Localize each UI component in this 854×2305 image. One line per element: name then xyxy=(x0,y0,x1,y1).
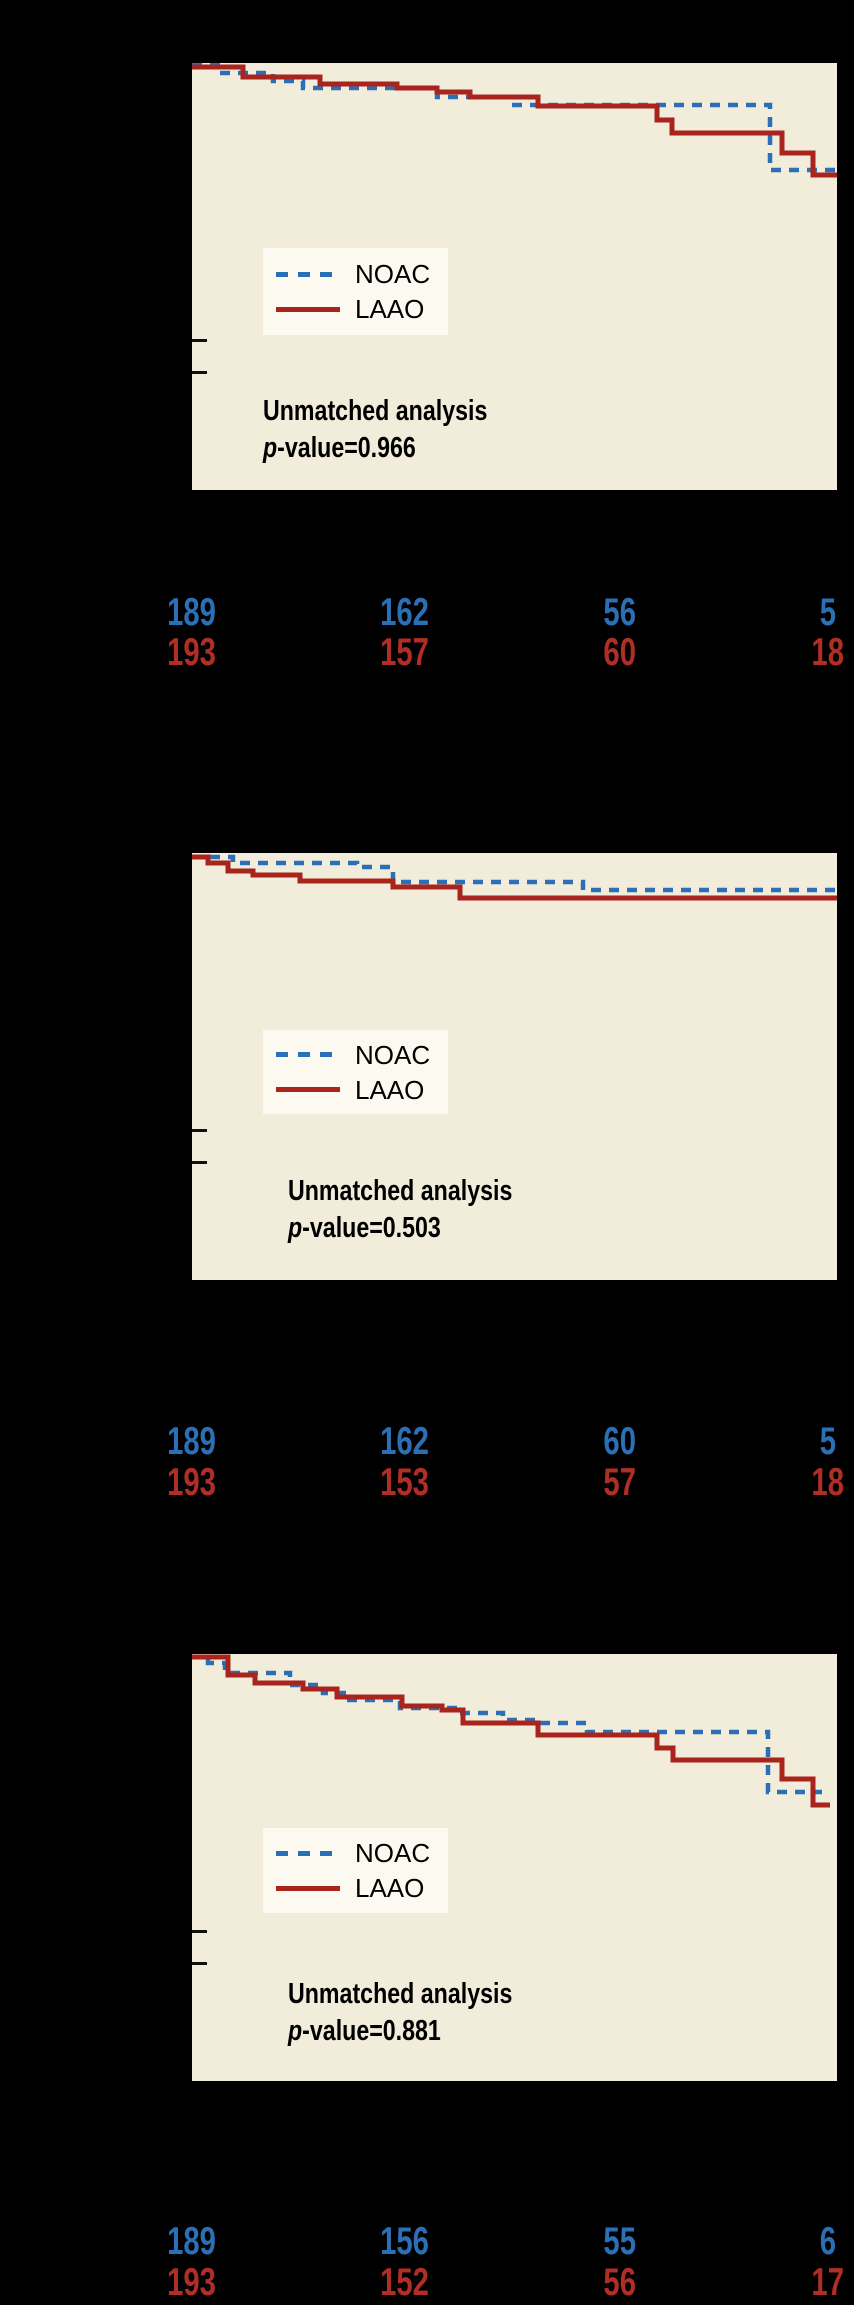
y-axis-tick xyxy=(192,1129,207,1132)
legend-label-noac: NOAC xyxy=(355,1838,431,1868)
legend-box: NOAC LAAO xyxy=(263,248,448,335)
annotation-pvalue: p-value=0.881 xyxy=(288,2015,441,2047)
y-axis-tick xyxy=(192,339,207,342)
at-risk-row-noac: 189 156 55 6 xyxy=(168,2220,837,2263)
plot-area-2: NOAC LAAO Unmatched analysis p-value=0.5… xyxy=(192,853,837,1280)
at-risk-value: 153 xyxy=(380,1461,430,1504)
annotation-text: Unmatched analysis p-value=0.503 xyxy=(288,1173,568,1247)
at-risk-value: 60 xyxy=(603,631,637,674)
at-risk-value: 152 xyxy=(380,2261,430,2304)
at-risk-value: 6 xyxy=(819,2220,837,2263)
legend-row-laao: LAAO xyxy=(276,1875,448,1901)
at-risk-value: 193 xyxy=(167,631,217,674)
legend-row-noac: NOAC xyxy=(276,261,448,287)
km-chart-1 xyxy=(192,63,837,178)
km-chart-2 xyxy=(192,854,837,901)
legend-row-noac: NOAC xyxy=(276,1840,448,1866)
at-risk-value: 56 xyxy=(603,591,637,634)
annotation-line1: Unmatched analysis xyxy=(288,1978,513,2010)
legend-label-laao: LAAO xyxy=(355,1873,425,1903)
laao-line-sample-icon xyxy=(276,306,340,312)
noac-line-sample-icon xyxy=(276,1052,340,1057)
noac-curve xyxy=(192,854,837,893)
at-risk-value: 157 xyxy=(380,631,430,674)
at-risk-value: 56 xyxy=(603,2261,637,2304)
km-chart-3 xyxy=(192,1654,830,1808)
at-risk-value: 162 xyxy=(380,591,430,634)
at-risk-value: 162 xyxy=(380,1420,430,1463)
plot-area-1: NOAC LAAO Unmatched analysis p-value=0.9… xyxy=(192,63,837,490)
at-risk-value: 189 xyxy=(167,1420,217,1463)
at-risk-row-noac: 189 162 60 5 xyxy=(168,1420,837,1463)
noac-line-sample-icon xyxy=(276,271,340,277)
y-axis-tick xyxy=(192,1161,207,1164)
annotation-line1: Unmatched analysis xyxy=(263,395,488,427)
laao-line-sample-icon xyxy=(276,1087,340,1092)
at-risk-value: 17 xyxy=(811,2261,845,2304)
y-axis-tick xyxy=(192,371,207,374)
at-risk-value: 60 xyxy=(603,1420,637,1463)
noac-line-sample-icon xyxy=(276,1850,340,1856)
legend-row-noac: NOAC xyxy=(276,1042,448,1068)
legend-label-laao: LAAO xyxy=(355,1074,425,1105)
annotation-text: Unmatched analysis p-value=0.966 xyxy=(263,393,543,467)
legend-label-laao: LAAO xyxy=(355,294,425,324)
y-axis-tick xyxy=(192,1962,207,1965)
at-risk-value: 57 xyxy=(603,1461,637,1504)
at-risk-value: 18 xyxy=(811,631,845,674)
legend-label-noac: NOAC xyxy=(355,1039,431,1070)
at-risk-value: 18 xyxy=(811,1461,845,1504)
annotation-line1: Unmatched analysis xyxy=(288,1175,513,1207)
annotation-text: Unmatched analysis p-value=0.881 xyxy=(288,1976,568,2050)
laao-curve xyxy=(192,64,837,178)
legend-row-laao: LAAO xyxy=(276,1077,448,1103)
annotation-pvalue: p-value=0.966 xyxy=(263,432,416,464)
at-risk-row-noac: 189 162 56 5 xyxy=(168,591,837,634)
laao-curve xyxy=(192,854,837,901)
at-risk-value: 55 xyxy=(603,2220,637,2263)
at-risk-row-laao: 193 157 60 18 xyxy=(168,631,845,674)
legend-box: NOAC LAAO xyxy=(263,1828,448,1913)
at-risk-value: 189 xyxy=(167,2220,217,2263)
legend-row-laao: LAAO xyxy=(276,296,448,322)
legend-box: NOAC LAAO xyxy=(263,1030,448,1114)
at-risk-value: 193 xyxy=(167,1461,217,1504)
plot-area-3: NOAC LAAO Unmatched analysis p-value=0.8… xyxy=(192,1654,837,2081)
laao-line-sample-icon xyxy=(276,1885,340,1891)
at-risk-value: 189 xyxy=(167,591,217,634)
noac-curve xyxy=(192,63,837,173)
y-axis-tick xyxy=(192,1930,207,1933)
at-risk-value: 193 xyxy=(167,2261,217,2304)
annotation-pvalue: p-value=0.503 xyxy=(288,1212,441,1244)
laao-curve xyxy=(192,1654,830,1808)
at-risk-row-laao: 193 152 56 17 xyxy=(168,2261,845,2304)
legend-label-noac: NOAC xyxy=(355,259,431,289)
at-risk-value: 5 xyxy=(819,1420,837,1463)
at-risk-value: 5 xyxy=(819,591,837,634)
at-risk-row-laao: 193 153 57 18 xyxy=(168,1461,845,1504)
at-risk-value: 156 xyxy=(380,2220,430,2263)
